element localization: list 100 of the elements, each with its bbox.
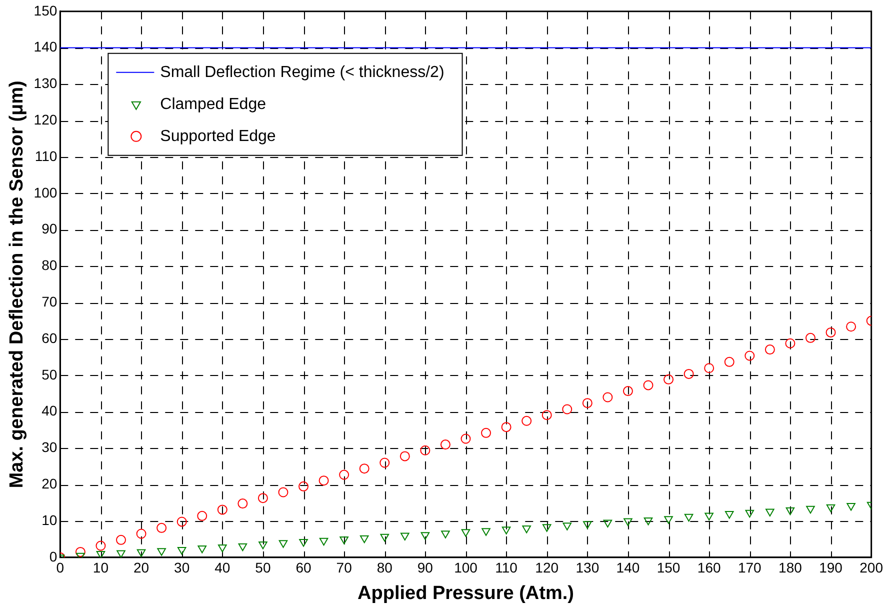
point (522, 526, 531, 534)
y-tick-label: 140 (34, 38, 58, 55)
point (745, 510, 754, 518)
x-tick-label: 200 (860, 560, 884, 576)
point (298, 481, 309, 492)
y-axis-title: Max. generated Deflection in the Sensor (μm) (6, 80, 28, 488)
legend-label: Small Deflection Regime (< thickness/2) (160, 64, 444, 81)
point (846, 322, 856, 332)
point (562, 522, 572, 530)
point (339, 470, 350, 480)
x-tick-label: 80 (376, 560, 393, 576)
y-tick-label: 20 (42, 475, 58, 492)
y-tick-label: 70 (42, 293, 58, 310)
point (684, 514, 694, 522)
point (806, 506, 815, 514)
point (542, 524, 552, 532)
x-tick-label: 140 (616, 560, 640, 576)
point (278, 540, 288, 548)
x-axis-title: Applied Pressure (Atm.) (358, 582, 574, 604)
y-tick-label: 40 (42, 402, 58, 419)
x-tick-label: 40 (214, 560, 230, 576)
point (136, 528, 146, 539)
x-tick-label: 70 (336, 560, 352, 576)
y-tick-label: 130 (34, 75, 58, 92)
point (684, 368, 694, 379)
point (704, 363, 714, 374)
point (75, 546, 86, 557)
point (116, 550, 126, 558)
y-tick-label: 60 (42, 330, 58, 346)
point (441, 530, 450, 538)
point (157, 548, 166, 556)
point (136, 549, 146, 557)
point (724, 356, 734, 367)
point (460, 434, 471, 444)
point (198, 546, 207, 554)
point (704, 512, 714, 521)
point (562, 404, 572, 414)
point (461, 529, 470, 537)
x-tick-label: 120 (535, 560, 559, 576)
point (116, 534, 126, 545)
y-tick-label: 120 (34, 111, 58, 128)
point (826, 327, 836, 338)
y-tick-label: 10 (42, 512, 58, 528)
x-tick-label: 30 (174, 560, 190, 576)
point (766, 508, 774, 517)
point (644, 518, 653, 526)
point (359, 464, 370, 474)
point (482, 528, 490, 536)
y-tick-label: 80 (42, 257, 58, 274)
point (299, 539, 308, 547)
x-tick-label: 20 (133, 560, 150, 576)
x-tick-label: 90 (417, 560, 434, 576)
y-tick-label: 150 (34, 2, 58, 18)
y-tick-label: 110 (34, 148, 58, 164)
x-tick-label: 150 (656, 560, 680, 576)
point (542, 410, 552, 420)
point (380, 458, 390, 468)
point (785, 338, 796, 348)
x-tick-label: 100 (454, 560, 478, 576)
legend-label: Clamped Edge (160, 96, 266, 113)
y-tick-label: 0 (49, 548, 58, 564)
point (258, 493, 268, 504)
point (156, 522, 167, 533)
point (360, 535, 369, 544)
point (786, 507, 795, 516)
point (218, 544, 227, 552)
point (805, 332, 816, 343)
point (420, 532, 430, 540)
point (846, 502, 856, 511)
point (764, 344, 775, 355)
point (318, 476, 329, 486)
y-tick-label: 50 (42, 366, 58, 382)
y-tick-label: 30 (42, 439, 58, 456)
point (197, 510, 208, 521)
point (603, 520, 612, 528)
point (583, 521, 592, 529)
point (400, 532, 410, 541)
point (602, 392, 613, 402)
point (340, 536, 348, 544)
y-tick-label: 90 (42, 220, 58, 237)
point (258, 542, 268, 550)
x-tick-label: 160 (697, 560, 721, 576)
point (400, 451, 410, 462)
x-tick-label: 10 (92, 560, 109, 576)
point (481, 428, 492, 438)
point (380, 534, 390, 542)
point (522, 416, 532, 426)
point (177, 547, 186, 555)
point (724, 510, 734, 519)
point (826, 504, 836, 512)
point (643, 380, 654, 390)
point (96, 540, 106, 551)
legend-label: Supported Edge (160, 128, 276, 145)
point (217, 504, 228, 515)
point (440, 440, 450, 450)
point (238, 498, 248, 509)
x-tick-label: 130 (576, 560, 600, 576)
x-tick-label: 170 (738, 560, 762, 576)
point (502, 526, 511, 534)
x-tick-label: 60 (296, 560, 312, 576)
